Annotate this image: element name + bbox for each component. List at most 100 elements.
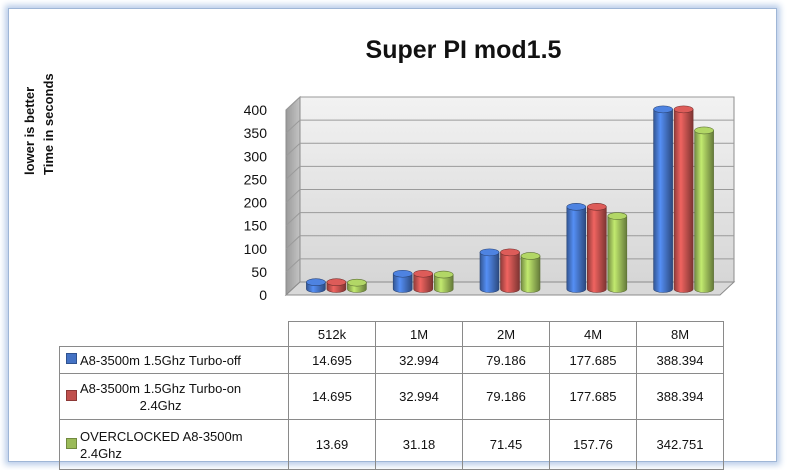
series-row-overclocked: OVERCLOCKED A8-3500m 2.4Ghz 13.69 31.18 7…	[59, 419, 724, 470]
value-overclocked-512k: 13.69	[288, 419, 376, 470]
series-name-overclocked-line-2: 2.4Ghz	[80, 445, 122, 461]
value-overclocked-8m: 342.751	[636, 419, 724, 470]
gridline-side-200	[285, 189, 301, 203]
series-row-turbo-on: A8-3500m 1.5Ghz Turbo-on 2.4Ghz 14.695 32…	[59, 373, 724, 420]
bar-body-2-8M	[694, 130, 714, 293]
bar-top-0-1M	[392, 269, 413, 278]
value-overclocked-1m: 31.18	[375, 419, 463, 470]
y-tick-label-100: 100	[244, 241, 268, 257]
series-name-turbo-on-text: A8-3500m 1.5Ghz Turbo-on 2.4Ghz	[80, 380, 241, 414]
series-row-turbo-off: A8-3500m 1.5Ghz Turbo-off 14.695 32.994 …	[59, 346, 724, 374]
bar-top-0-8M	[653, 105, 673, 114]
bar-0-2M	[479, 248, 500, 293]
bar-top-0-512k	[306, 278, 326, 287]
value-turbo-off-4m: 177.685	[549, 346, 637, 374]
bar-body-0-1M	[392, 273, 413, 293]
series-name-overclocked-text: OVERCLOCKED A8-3500m 2.4Ghz	[80, 428, 243, 462]
data-table: 512k 1M 2M 4M 8M A8-3500m 1.5Ghz Turbo-o…	[59, 321, 724, 470]
y-tick-label-200: 200	[244, 195, 268, 211]
series-name-turbo-on-line-2: 2.4Ghz	[139, 397, 182, 413]
category-label-2m: 2M	[462, 321, 550, 347]
series-name-overclocked-line-1: OVERCLOCKED A8-3500m	[80, 428, 243, 444]
bar-0-8M	[653, 105, 673, 293]
bar-1-4M	[586, 203, 607, 293]
bar-body-2-2M	[520, 255, 541, 293]
bar-1-512k	[326, 278, 347, 293]
data-table-corner	[60, 322, 289, 347]
y-tick-label-250: 250	[244, 171, 268, 187]
bar-1-2M	[500, 248, 520, 293]
gridline-side-100	[285, 235, 301, 250]
value-overclocked-4m: 157.76	[549, 419, 637, 470]
value-turbo-off-2m: 79.186	[462, 346, 550, 374]
bar-body-2-1M	[433, 274, 454, 293]
value-turbo-on-512k: 14.695	[288, 373, 376, 420]
bar-top-2-2M	[520, 252, 541, 260]
series-name-overclocked: OVERCLOCKED A8-3500m 2.4Ghz	[59, 419, 289, 470]
y-tick-label-400: 400	[244, 102, 268, 118]
bar-body-1-8M	[673, 109, 694, 293]
series-name-turbo-on: A8-3500m 1.5Ghz Turbo-on 2.4Ghz	[59, 373, 289, 420]
category-label-8m: 8M	[636, 321, 724, 347]
y-tick-label-150: 150	[244, 218, 268, 234]
gridline-side-250	[285, 166, 301, 180]
bar-top-0-4M	[566, 203, 587, 211]
bar-body-1-4M	[587, 206, 607, 293]
gridline-side-150	[285, 212, 301, 226]
y-tick-labels: 0 50 100 150 200 250 300 350 400	[244, 102, 268, 303]
value-overclocked-2m: 71.45	[462, 419, 550, 470]
bar-0-512k	[306, 278, 326, 293]
bar-body-0-8M	[653, 109, 673, 293]
bars	[306, 105, 714, 293]
gridline-side-50	[285, 258, 301, 273]
legend-key-turbo-off	[66, 353, 77, 365]
legend-key-overclocked	[66, 437, 77, 449]
bar-top-1-8M	[673, 105, 694, 114]
value-turbo-on-1m: 32.994	[375, 373, 463, 420]
bar-body-1-1M	[413, 273, 433, 293]
bar-2-4M	[607, 212, 628, 293]
category-label-512k: 512k	[288, 321, 376, 347]
y-tick-label-300: 300	[244, 148, 268, 164]
category-label-4m: 4M	[549, 321, 637, 347]
bar-top-0-2M	[479, 248, 500, 257]
bar-top-2-1M	[433, 270, 454, 279]
bar-1-1M	[413, 269, 434, 293]
bar-body-1-2M	[500, 252, 520, 293]
gridline-side-400	[285, 96, 301, 111]
series-name-turbo-off-text: A8-3500m 1.5Ghz Turbo-off	[80, 352, 241, 368]
gridline-side-350	[285, 119, 301, 134]
bar-1-8M	[673, 105, 694, 293]
bar-0-4M	[566, 203, 587, 293]
bar-top-1-4M	[586, 203, 607, 211]
y-tick-label-350: 350	[244, 125, 268, 141]
bar-2-1M	[433, 270, 454, 293]
bar-2-512k	[347, 278, 367, 293]
bar-top-2-4M	[607, 212, 628, 220]
y-tick-label-0: 0	[259, 287, 267, 303]
bar-top-1-2M	[500, 248, 520, 257]
bar-0-1M	[392, 269, 413, 293]
category-label-1m: 1M	[375, 321, 463, 347]
series-name-turbo-off: A8-3500m 1.5Ghz Turbo-off	[59, 346, 289, 374]
bar-top-1-1M	[413, 269, 434, 278]
bar-2-8M	[694, 126, 714, 293]
value-turbo-off-512k: 14.695	[288, 346, 376, 374]
value-turbo-off-8m: 388.394	[636, 346, 724, 374]
bar-body-0-2M	[479, 252, 500, 293]
y-tick-label-50: 50	[251, 264, 267, 280]
bar-top-2-8M	[694, 126, 714, 135]
bar-body-0-4M	[566, 206, 587, 293]
gridline-side-300	[285, 142, 301, 157]
series-name-turbo-on-line-1: A8-3500m 1.5Ghz Turbo-on	[80, 380, 242, 396]
value-turbo-off-1m: 32.994	[375, 346, 463, 374]
chart-title: Super PI mod1.5	[365, 36, 562, 64]
data-table-header-row: 512k 1M 2M 4M 8M	[60, 321, 724, 347]
legend-key-turbo-on	[66, 389, 77, 401]
bar-top-2-512k	[347, 278, 367, 287]
value-turbo-on-8m: 388.394	[636, 373, 724, 420]
bar-top-1-512k	[326, 278, 347, 287]
bar-body-2-4M	[607, 215, 628, 293]
bar-2-2M	[520, 252, 541, 293]
